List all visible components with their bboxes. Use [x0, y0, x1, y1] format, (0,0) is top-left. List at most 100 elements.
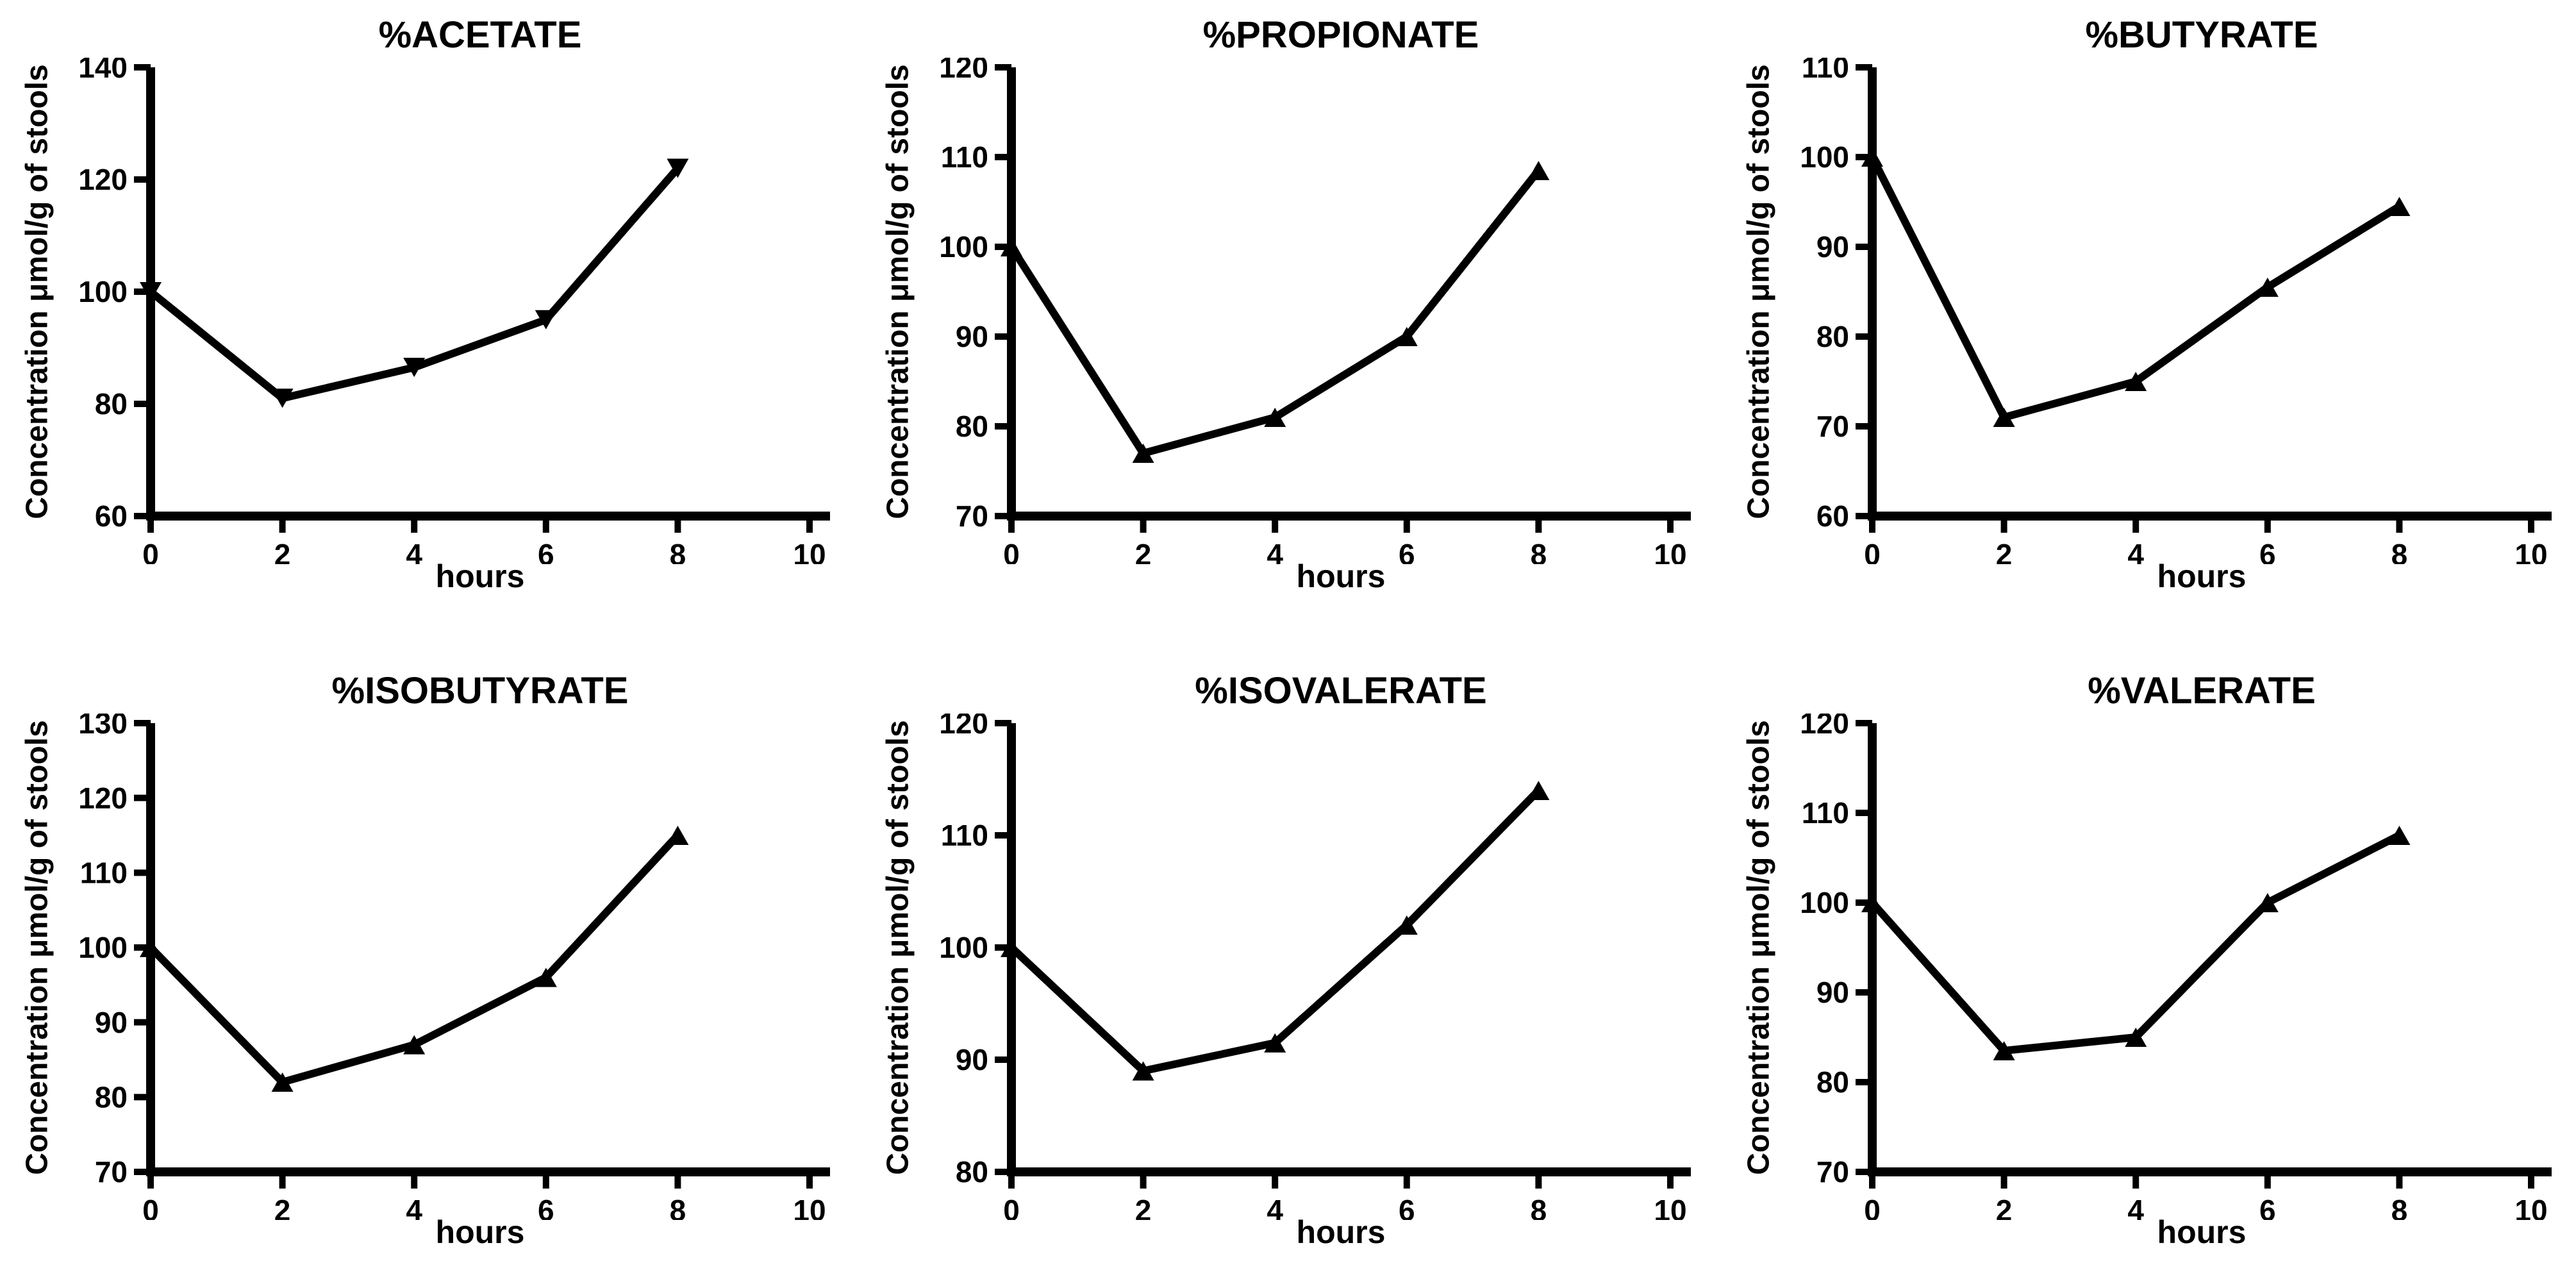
svg-text:120: 120 [78, 781, 128, 815]
svg-text:10: 10 [2514, 1194, 2547, 1220]
acetate-line-chart: 60 80 100 120 140 0 2 4 6 8 10 [78, 58, 830, 564]
svg-text:6: 6 [1399, 1194, 1415, 1220]
svg-text:4: 4 [1267, 1194, 1283, 1220]
svg-text:2: 2 [1996, 1194, 2013, 1220]
svg-text:100: 100 [78, 275, 128, 308]
svg-text:70: 70 [95, 1155, 128, 1189]
svg-text:80: 80 [95, 387, 128, 421]
chart-title: %ISOVALERATE [1195, 670, 1487, 712]
svg-text:80: 80 [956, 1155, 988, 1189]
svg-text:120: 120 [78, 163, 128, 196]
svg-text:10: 10 [2514, 538, 2547, 564]
svg-text:140: 140 [78, 58, 128, 84]
svg-text:0: 0 [1003, 538, 1020, 564]
svg-text:0: 0 [1864, 1194, 1881, 1220]
chart-panel-isovalerate: %ISOVALERATE Concentration μmol/g of sto… [874, 669, 1702, 1273]
x-axis-label: hours [435, 1214, 525, 1250]
chart-title: %VALERATE [2088, 670, 2316, 712]
chart-panel-propionate: %PROPIONATE Concentration μmol/g of stoo… [874, 13, 1702, 617]
svg-text:6: 6 [538, 1194, 554, 1220]
y-axis-label: Concentration μmol/g of stools [1741, 64, 1776, 519]
chart-title: %ACETATE [378, 14, 582, 56]
x-axis-label: hours [2157, 1214, 2247, 1250]
chart-panel-acetate: %ACETATE Concentration μmol/g of stools … [13, 13, 842, 617]
svg-text:100: 100 [78, 931, 128, 964]
svg-text:0: 0 [1864, 538, 1881, 564]
chart-title: %ISOBUTYRATE [331, 670, 629, 712]
svg-text:110: 110 [941, 819, 988, 852]
chart-panel-butyrate: %BUTYRATE Concentration μmol/g of stools… [1734, 13, 2563, 617]
chart-panel-isobutyrate: %ISOBUTYRATE Concentration μmol/g of sto… [13, 669, 842, 1273]
svg-text:100: 100 [1800, 140, 1849, 174]
butyrate-line-chart: 60 70 80 90 100 110 0 2 4 6 8 10 [1800, 58, 2552, 564]
y-axis-label: Concentration μmol/g of stools [881, 64, 915, 519]
svg-text:4: 4 [2127, 1194, 2144, 1220]
svg-text:120: 120 [939, 58, 988, 84]
svg-text:0: 0 [142, 538, 159, 564]
svg-text:130: 130 [78, 714, 128, 740]
y-axis-label: Concentration μmol/g of stools [1741, 720, 1776, 1175]
isobutyrate-line-chart: 70 80 90 100 110 120 130 0 2 4 6 8 10 [78, 714, 830, 1220]
svg-text:90: 90 [1816, 230, 1849, 263]
svg-text:120: 120 [939, 714, 988, 740]
svg-text:2: 2 [1996, 538, 2013, 564]
svg-text:70: 70 [1816, 410, 1849, 443]
svg-text:110: 110 [80, 856, 128, 889]
svg-text:60: 60 [95, 499, 128, 533]
svg-text:10: 10 [1654, 1194, 1686, 1220]
svg-text:80: 80 [1816, 1065, 1849, 1099]
svg-text:4: 4 [1267, 538, 1283, 564]
x-axis-label: hours [1296, 558, 1386, 594]
svg-text:0: 0 [1003, 1194, 1020, 1220]
svg-text:80: 80 [95, 1080, 128, 1114]
propionate-line-chart: 70 80 90 100 110 120 0 2 4 6 8 10 [939, 58, 1691, 564]
svg-text:80: 80 [1816, 320, 1849, 353]
svg-text:4: 4 [406, 1194, 422, 1220]
x-axis-label: hours [435, 558, 525, 594]
svg-text:8: 8 [1531, 538, 1547, 564]
svg-text:4: 4 [406, 538, 422, 564]
y-axis-label: Concentration μmol/g of stools [20, 64, 54, 519]
y-axis-label: Concentration μmol/g of stools [881, 720, 915, 1175]
x-axis-label: hours [1296, 1214, 1386, 1250]
svg-text:0: 0 [142, 1194, 159, 1220]
svg-text:8: 8 [670, 538, 686, 564]
svg-text:90: 90 [95, 1006, 128, 1039]
x-axis-label: hours [2157, 558, 2247, 594]
svg-text:10: 10 [1654, 538, 1686, 564]
y-axis-label: Concentration μmol/g of stools [20, 720, 54, 1175]
svg-text:2: 2 [274, 1194, 291, 1220]
svg-text:110: 110 [1802, 58, 1849, 84]
svg-text:70: 70 [956, 499, 988, 533]
svg-text:90: 90 [1816, 976, 1849, 1009]
svg-text:8: 8 [670, 1194, 686, 1220]
chart-panel-valerate: %VALERATE Concentration μmol/g of stools… [1734, 669, 2563, 1273]
isovalerate-line-chart: 80 90 100 110 120 0 2 4 6 8 10 [939, 714, 1691, 1220]
svg-text:6: 6 [538, 538, 554, 564]
svg-text:10: 10 [793, 1194, 826, 1220]
chart-title: %BUTYRATE [2085, 14, 2318, 56]
svg-text:60: 60 [1816, 499, 1849, 533]
svg-text:6: 6 [1399, 538, 1415, 564]
svg-text:100: 100 [1800, 886, 1849, 919]
svg-text:100: 100 [939, 931, 988, 964]
svg-text:4: 4 [2127, 538, 2144, 564]
svg-text:70: 70 [1816, 1155, 1849, 1189]
svg-text:10: 10 [793, 538, 826, 564]
svg-text:2: 2 [1135, 538, 1152, 564]
svg-text:2: 2 [1135, 1194, 1152, 1220]
svg-text:2: 2 [274, 538, 291, 564]
svg-text:90: 90 [956, 320, 988, 353]
valerate-line-chart: 70 80 90 100 110 120 0 2 4 6 8 10 [1800, 714, 2552, 1220]
svg-text:8: 8 [2391, 538, 2408, 564]
svg-text:100: 100 [939, 230, 988, 263]
svg-text:8: 8 [1531, 1194, 1547, 1220]
svg-text:90: 90 [956, 1043, 988, 1076]
svg-text:80: 80 [956, 410, 988, 443]
chart-title: %PROPIONATE [1202, 14, 1479, 56]
svg-text:6: 6 [2259, 1194, 2276, 1220]
svg-text:110: 110 [1802, 796, 1849, 830]
svg-text:110: 110 [941, 140, 988, 174]
svg-text:8: 8 [2391, 1194, 2408, 1220]
svg-text:120: 120 [1800, 714, 1849, 740]
